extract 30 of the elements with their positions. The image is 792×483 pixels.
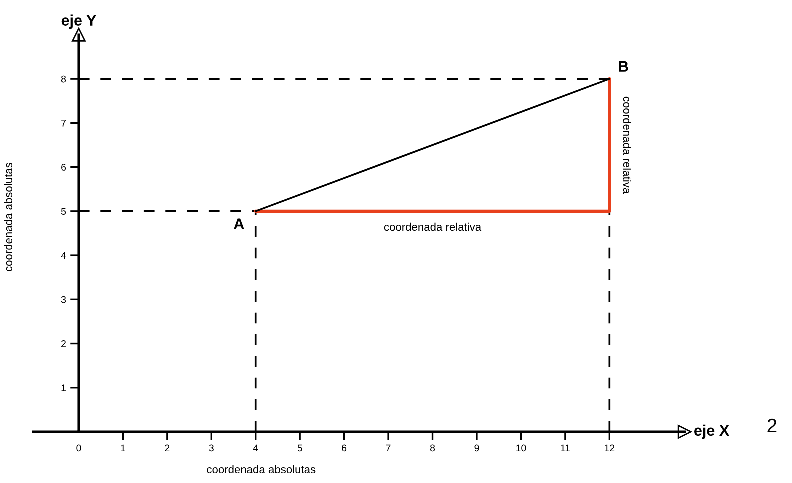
y-tick-label: 7 — [62, 120, 66, 127]
x-tick-label: 5 — [298, 444, 302, 452]
annotation: coordenada relativa — [384, 222, 482, 232]
y-tick-label: 2 — [62, 340, 66, 348]
x-tick-label: 10 — [516, 444, 526, 452]
x-axis-title: eje X — [694, 424, 730, 440]
x-tick-label: 1 — [121, 444, 126, 452]
x-tick-label: 7 — [386, 444, 391, 452]
x-tick-label: 11 — [561, 444, 570, 452]
y-tick-label: 8 — [61, 76, 66, 83]
x-tick-label: 4 — [253, 444, 258, 452]
y-tick-label: 6 — [62, 164, 66, 171]
x-tick-label: 6 — [342, 444, 347, 452]
x-tick-label: 12 — [604, 444, 615, 452]
x-tick-label: 0 — [76, 444, 82, 452]
text: coordenada absolutas — [207, 465, 316, 474]
y-tick-label: 3 — [61, 296, 66, 304]
y-tick-label: 1 — [62, 384, 66, 392]
x-tick-label: 3 — [209, 444, 214, 452]
annotation: A — [234, 218, 244, 230]
y-tick-label: 5 — [61, 208, 66, 216]
x-tick-label: 2 — [165, 444, 170, 452]
x-tick-label: 8 — [430, 444, 436, 452]
text: 2 — [768, 418, 777, 432]
annotation: B — [619, 61, 628, 72]
text: coordenada absolutas — [4, 163, 12, 272]
x-tick-label: 9 — [474, 444, 480, 452]
y-tick-label: 4 — [61, 252, 66, 260]
annotation: coordenada relativa — [623, 96, 632, 194]
y-axis-title: eje Y — [62, 14, 96, 30]
